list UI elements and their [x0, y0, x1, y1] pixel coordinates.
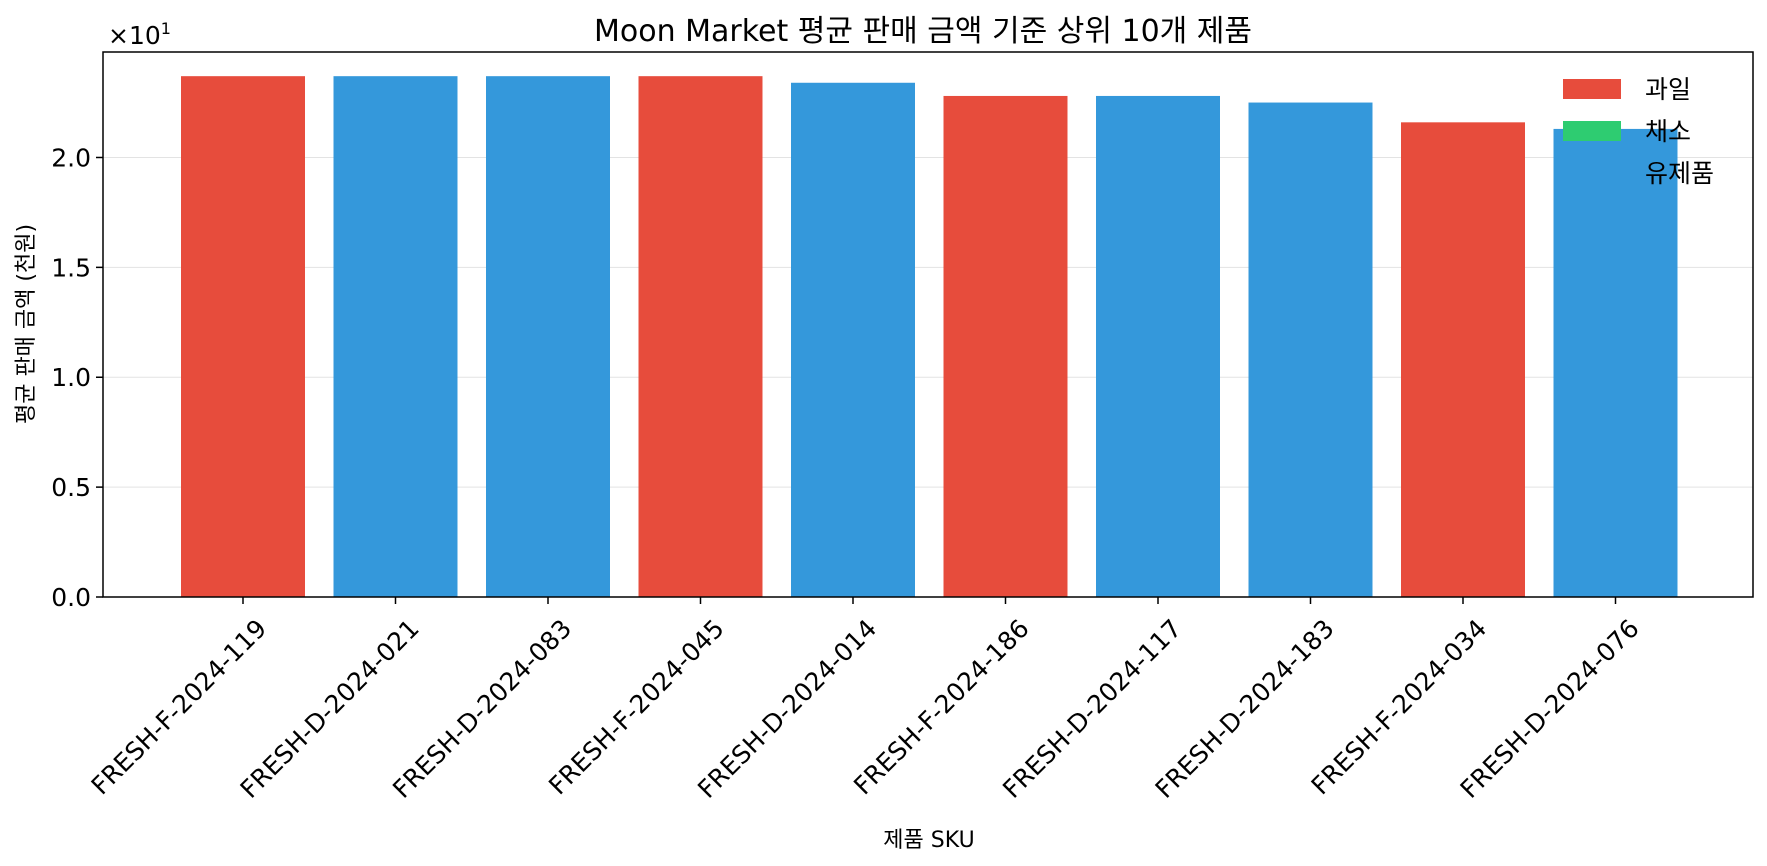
y-axis-offset-exponent: 1 [161, 19, 171, 38]
bars [181, 76, 1678, 598]
chart-title: Moon Market 평균 판매 금액 기준 상위 10개 제품 [594, 14, 1252, 49]
y-tick-label: 1.5 [51, 253, 91, 282]
y-tick-label: 2.0 [51, 143, 91, 172]
bar [333, 76, 458, 597]
plot-frame [102, 51, 1754, 598]
legend-label: 유제품 [1645, 159, 1714, 188]
legend-swatch [1563, 79, 1621, 99]
legend-swatch [1563, 121, 1621, 141]
bar [486, 76, 610, 597]
bar [943, 95, 1068, 598]
y-axis-label: 평균 판매 금액 (천원) [14, 224, 39, 424]
bar [181, 76, 305, 597]
legend-label: 채소 [1645, 117, 1691, 146]
bar [1248, 102, 1373, 597]
bar [1553, 128, 1678, 597]
bar [1096, 95, 1220, 598]
x-axis-ticks: FRESH-F-2024-119FRESH-D-2024-021FRESH-D-… [86, 597, 1645, 804]
y-tick-label: 1.0 [51, 363, 91, 392]
y-tick-label: 0.5 [51, 473, 91, 502]
y-tick-label: 0.0 [51, 583, 91, 612]
bar [791, 82, 915, 598]
legend-swatch [1563, 163, 1621, 183]
bar [1401, 122, 1525, 598]
y-axis-offset-base: ×10 [108, 21, 161, 50]
x-axis-label: 제품 SKU [883, 828, 974, 853]
y-axis-offset-label: ×101 [108, 19, 171, 50]
legend-label: 과일 [1645, 75, 1691, 104]
y-axis-ticks: 0.0 0.5 1.0 1.5 2.0 [51, 143, 103, 612]
bar [638, 76, 763, 597]
